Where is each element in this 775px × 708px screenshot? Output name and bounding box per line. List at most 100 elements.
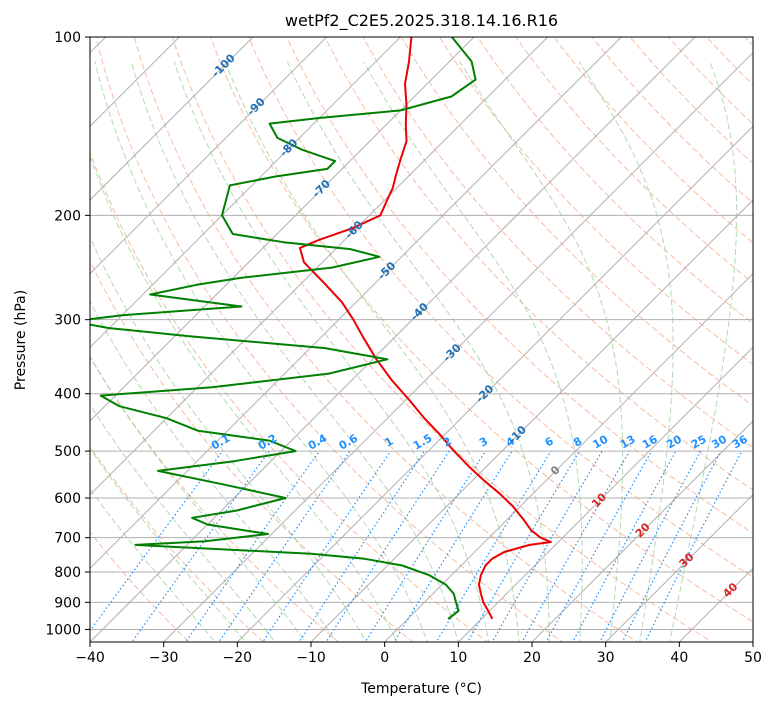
x-tick-label: 20 [523,650,541,666]
y-tick-label: 800 [54,565,81,581]
y-tick-label: 900 [54,595,81,611]
mixing-ratio-label: 6 [543,434,556,449]
mixing-ratio-line [262,450,392,642]
mixing-ratio-line [393,450,513,642]
mixing-ratio-label: 0.2 [256,432,279,453]
mixing-ratio-line [184,450,320,642]
mixing-ratio-label: 8 [571,435,584,450]
mixing-ratio-line [466,450,580,642]
moist-adiabat-line [90,300,337,642]
moist-adiabat-line [173,61,490,642]
sounding-series [90,37,552,620]
x-tick-label: 50 [744,650,762,666]
mixing-ratio-line [491,450,603,642]
mixing-ratio-line [545,450,653,642]
isotherm-line [90,37,328,275]
mixing-ratio-line [325,450,450,642]
x-axis: −40 −30 −20 −10 0 10 20 30 40 50 [75,642,762,666]
dry-adiabat-line [515,37,753,284]
dry-adiabat-line [553,37,753,244]
x-tick-label: −40 [75,650,105,666]
dry-adiabat-line [95,37,564,642]
mixing-ratio-label: 0.4 [306,431,330,452]
dry-adiabat-line [209,37,753,623]
y-tick-label: 200 [54,208,81,224]
mixing-ratio-line [644,450,743,642]
moist-adiabat-line [224,61,520,642]
moist-adiabat-line [459,61,624,642]
isotherm-line [457,346,753,642]
moist-adiabat-line [669,61,738,642]
plot-frame [89,36,754,643]
x-axis-title: Temperature (°C) [360,681,482,697]
dry-adiabat-line [248,37,753,578]
isotherm-line [90,37,622,570]
dry-adiabat-line [90,531,190,642]
chart-title: wetPf2_C2E5.2025.318.14.16.R16 [285,11,558,31]
isotherm-line [605,493,753,642]
dry-adiabat-line [705,37,753,86]
moist-adiabat-line [90,488,216,642]
dry-adiabat-line [90,150,489,642]
y-tick-label: 600 [54,491,81,507]
isotherm-line [310,199,753,642]
x-tick-label: 40 [670,650,688,666]
y-tick-label: 100 [54,30,81,46]
mixing-ratio-line [435,450,552,642]
isotherm-label: -70 [310,177,333,200]
y-axis-title: Pressure (hPa) [13,290,29,390]
dry-adiabat-line [171,37,713,642]
y-tick-label: 300 [54,313,81,329]
mixing-ratio-label: 1 [382,435,395,450]
isotherm-line [90,37,549,496]
isotherm-line [90,37,254,201]
isotherm-label: -60 [342,218,365,241]
moist-adiabat-line [578,61,674,642]
dry-adiabat-line [756,10,775,654]
mixing-ratio-line [298,450,425,642]
moist-adiabat-line [90,235,367,642]
isotherm-grid [90,37,753,642]
isotherm-line [678,567,753,642]
dry-adiabats [90,10,775,654]
x-tick-label: −30 [149,650,179,666]
isotherm-line [236,125,753,642]
dewpoint-line [90,37,477,620]
moist-adiabat-line [90,403,276,642]
dry-adiabat-line [90,356,340,642]
mixing-ratio-line [131,450,270,642]
dry-adiabat-line [629,37,753,165]
mixing-ratio-lines [90,450,743,642]
y-tick-label: 400 [54,387,81,403]
y-tick-label: 1000 [45,622,81,638]
dry-adiabat-line [438,37,753,366]
dry-adiabat-line [400,37,753,407]
x-tick-label: 30 [597,650,615,666]
moist-adiabat-line [130,61,459,642]
moist-adiabat-line [90,154,398,642]
isotherm-label: -100 [209,51,238,80]
y-tick-label: 700 [54,531,81,547]
mixing-ratio-label: 30 [709,432,729,451]
temperature-line [298,37,552,620]
x-tick-label: −20 [223,650,253,666]
dry-adiabat-line [133,37,638,642]
x-tick-label: −10 [296,650,326,666]
mixing-ratio-label: 16 [640,432,660,451]
x-tick-label: 10 [449,650,467,666]
mixing-ratio-label: 25 [689,433,709,452]
isotherm-line [90,37,401,349]
y-axis: 100 200 300 400 500 600 700 800 900 1000 [45,30,90,638]
dry-adiabat-line [324,37,753,491]
isotherm-line [163,51,753,642]
mixing-ratio-label: 36 [730,432,750,451]
y-tick-label: 500 [54,444,81,460]
dry-adiabat-line [591,37,753,204]
moist-adiabat-line [286,61,550,642]
isobar-grid [90,37,753,630]
dry-adiabat-line [90,259,414,642]
isotherm-line [752,641,753,642]
moist-adiabat-line [90,447,246,642]
mixing-ratio-label: 3 [477,435,490,450]
